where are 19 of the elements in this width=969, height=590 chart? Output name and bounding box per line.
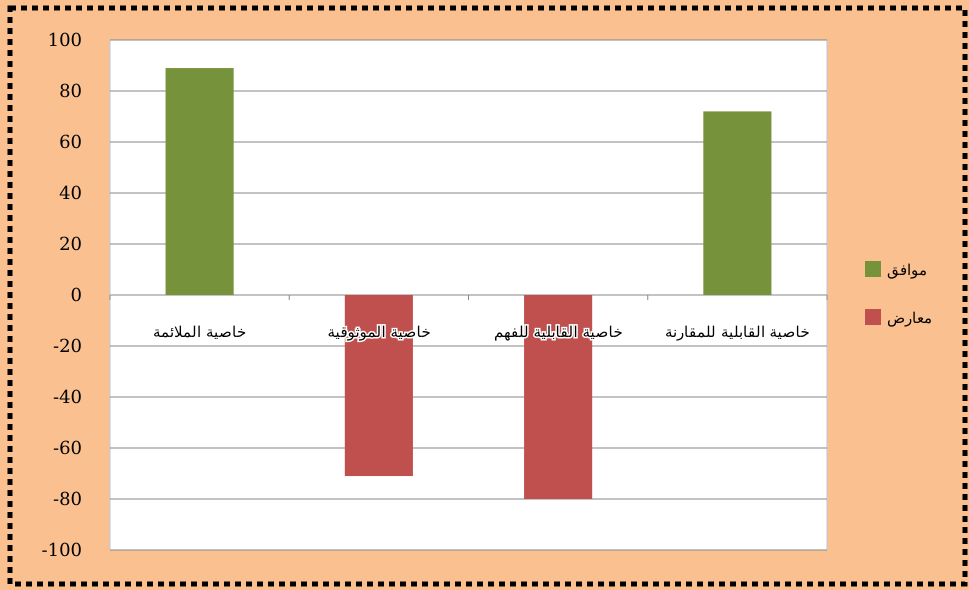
legend-item: معارض <box>865 309 932 327</box>
y-tick-label: 40 <box>59 183 82 204</box>
y-tick-label: -40 <box>53 387 82 408</box>
x-tick-label: خاصية القابلية للمقارنة <box>665 323 810 341</box>
x-tick-label: خاصية الملائمة <box>153 323 246 341</box>
legend-label: معارض <box>887 309 932 327</box>
y-tick-label: -20 <box>53 336 82 357</box>
y-tick-label: 60 <box>59 132 82 153</box>
y-tick-label: 80 <box>59 81 82 102</box>
y-tick-label: -80 <box>53 489 82 510</box>
bar <box>703 111 772 295</box>
legend-item: موافق <box>865 261 927 279</box>
y-tick-label: 0 <box>70 285 82 306</box>
legend-label: موافق <box>887 261 927 279</box>
bar <box>166 68 234 295</box>
y-tick-label: 100 <box>48 30 82 51</box>
y-tick-label: 20 <box>59 234 82 255</box>
y-tick-label: -60 <box>53 438 82 459</box>
y-tick-label: -100 <box>42 540 82 561</box>
